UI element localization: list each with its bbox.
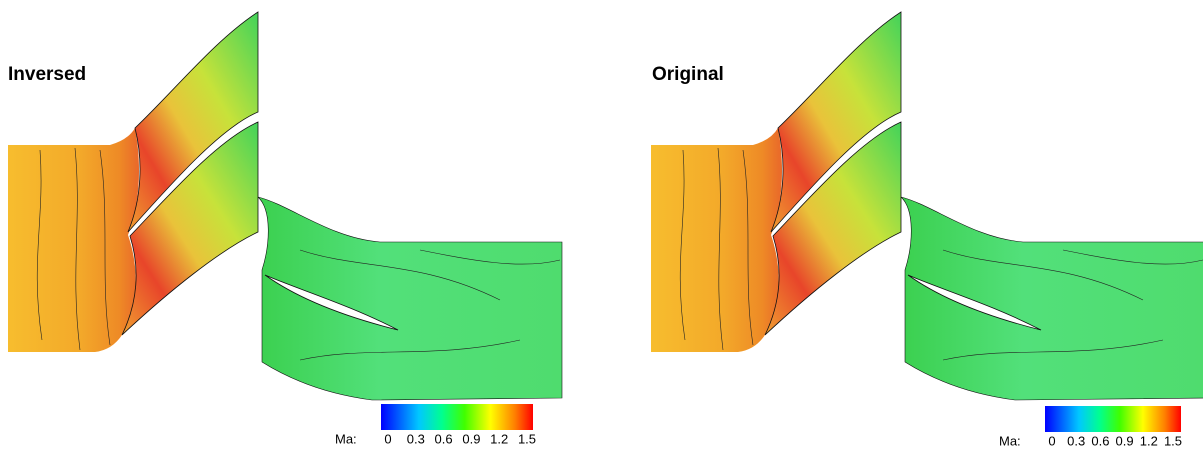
mach-contour <box>8 12 562 400</box>
colorbar-tick-label: 0.3 <box>407 431 425 446</box>
panel-title: Original <box>652 64 724 85</box>
colorbar-label: Ma: <box>999 433 1021 448</box>
colorbar-tick-label: 0.6 <box>435 431 453 446</box>
colorbar-tick-label: 0.9 <box>462 431 480 446</box>
colorbar-tick-label: 0 <box>1048 433 1055 448</box>
colorbar-tick-label: 1.2 <box>490 431 508 446</box>
colorbar-tick-label: 0.9 <box>1116 433 1134 448</box>
figure: Inversed Original Ma: Ma: 0 0.3 0.6 0.9 1.2 1… <box>0 0 1203 459</box>
colorbar <box>381 404 533 430</box>
colorbar-tick-label: 0.6 <box>1091 433 1109 448</box>
colorbar-tick-label: 0.3 <box>1067 433 1085 448</box>
panel-title: Inversed <box>8 64 86 85</box>
mach-contour <box>651 12 1203 400</box>
colorbar-tick-label: 1.5 <box>1164 433 1182 448</box>
colorbar-label: Ma: <box>335 431 357 446</box>
colorbar-tick-label: 0 <box>384 431 391 446</box>
colorbar <box>1045 406 1181 432</box>
colorbar-tick-label: 1.5 <box>518 431 536 446</box>
colorbar-tick-label: 1.2 <box>1140 433 1158 448</box>
